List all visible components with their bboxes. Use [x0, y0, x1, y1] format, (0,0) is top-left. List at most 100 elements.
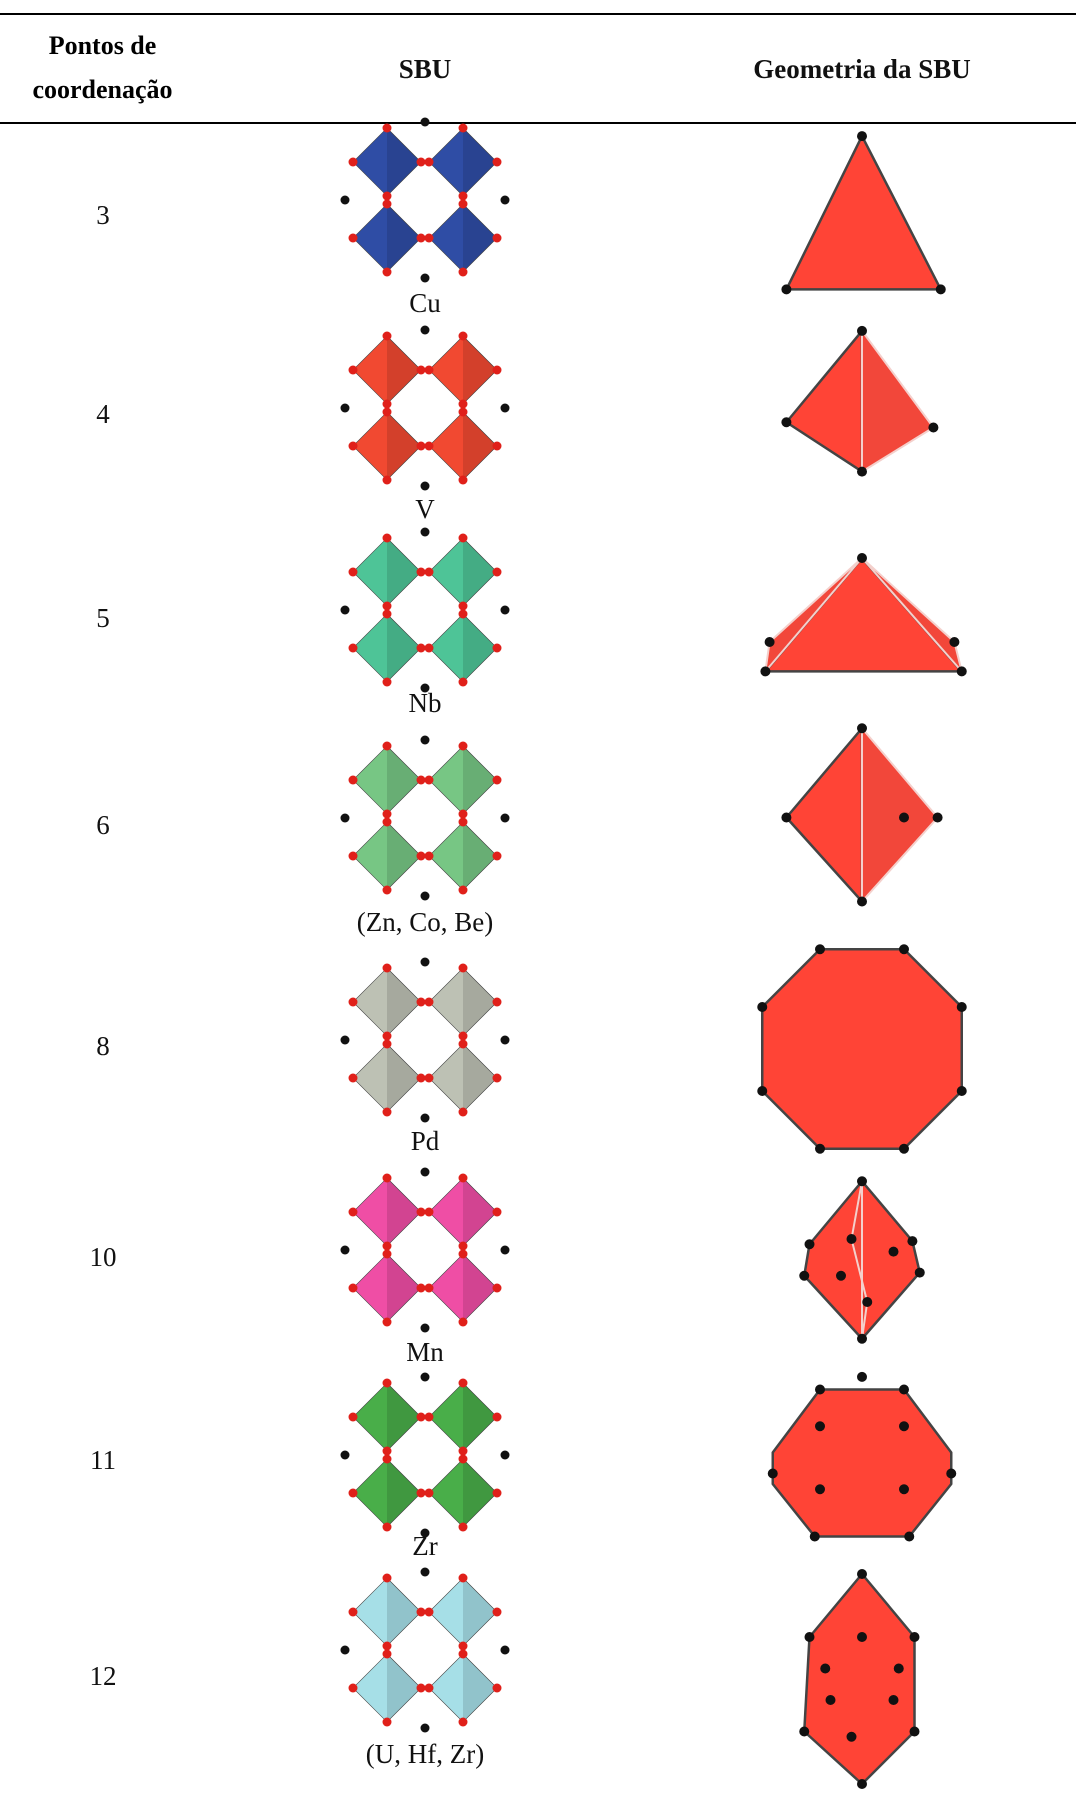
atom	[383, 408, 392, 417]
atom	[459, 1032, 468, 1041]
atom	[383, 1108, 392, 1117]
polyhedron-face	[387, 1383, 421, 1451]
atom	[383, 1032, 392, 1041]
geometry-image	[768, 1372, 957, 1542]
atom	[459, 534, 468, 543]
atom	[417, 1208, 426, 1217]
atom	[417, 442, 426, 451]
atom	[421, 118, 430, 127]
atom	[459, 408, 468, 417]
atom	[501, 814, 510, 823]
polyhedron-face	[387, 1578, 421, 1646]
atom	[383, 332, 392, 341]
geometry-image	[799, 1176, 925, 1344]
atom	[383, 610, 392, 619]
vertex	[857, 326, 867, 336]
vertex	[957, 1002, 967, 1012]
atom	[383, 1174, 392, 1183]
atom	[383, 742, 392, 751]
atom	[421, 1724, 430, 1733]
vertex	[899, 944, 909, 954]
atom	[383, 1650, 392, 1659]
atom	[383, 1250, 392, 1259]
atom	[349, 442, 358, 451]
atom	[501, 1036, 510, 1045]
atom	[493, 998, 502, 1007]
polyhedron-face	[463, 538, 497, 606]
atom	[341, 814, 350, 823]
polyhedron-face	[463, 1459, 497, 1527]
atom	[349, 568, 358, 577]
atom	[501, 1451, 510, 1460]
polyhedron-face	[387, 412, 421, 480]
coordination-number: 3	[96, 200, 110, 230]
vertex	[857, 1569, 867, 1579]
vertex	[781, 813, 791, 823]
vertex	[815, 1385, 825, 1395]
atom	[383, 1447, 392, 1456]
atom	[383, 192, 392, 201]
atom	[417, 234, 426, 243]
polyhedron-face	[463, 204, 497, 272]
polyhedron-face	[387, 128, 421, 196]
vertex	[815, 1144, 825, 1154]
sbu-image	[341, 118, 510, 283]
sbu-image	[341, 326, 510, 491]
vertex	[857, 897, 867, 907]
vertex	[899, 813, 909, 823]
polyhedron-face	[463, 1654, 497, 1722]
geometry-image	[781, 326, 938, 477]
atom	[383, 1718, 392, 1727]
atom	[341, 1246, 350, 1255]
atom	[421, 684, 430, 693]
sbu-image	[341, 1568, 510, 1733]
atom	[493, 568, 502, 577]
vertex	[847, 1732, 857, 1742]
sbu-image	[341, 528, 510, 693]
vertex	[899, 1421, 909, 1431]
atom	[349, 1413, 358, 1422]
atom	[459, 964, 468, 973]
polyhedron-face	[387, 538, 421, 606]
header-text: SBU	[399, 54, 452, 84]
atom	[417, 1608, 426, 1617]
polyhedron-face	[463, 968, 497, 1036]
atom	[383, 400, 392, 409]
atom	[383, 602, 392, 611]
geometry-image	[781, 723, 942, 906]
geometry-face	[773, 1390, 952, 1537]
atom	[459, 818, 468, 827]
atom	[459, 886, 468, 895]
atom	[417, 644, 426, 653]
atom	[425, 158, 434, 167]
vertex	[765, 637, 775, 647]
geometry-face	[765, 558, 961, 671]
atom	[501, 196, 510, 205]
atom	[459, 192, 468, 201]
metal-label: Pd	[411, 1126, 440, 1156]
polyhedron-face	[387, 1654, 421, 1722]
atom	[493, 644, 502, 653]
vertex	[799, 1271, 809, 1281]
atom	[425, 442, 434, 451]
atom	[459, 602, 468, 611]
atom	[425, 1208, 434, 1217]
atom	[341, 1036, 350, 1045]
vertex	[836, 1271, 846, 1281]
atom	[383, 810, 392, 819]
atom	[421, 1168, 430, 1177]
atom	[459, 1650, 468, 1659]
atom	[493, 442, 502, 451]
vertex	[810, 1532, 820, 1542]
vertex	[757, 1002, 767, 1012]
polyhedron-face	[387, 614, 421, 682]
atom	[417, 998, 426, 1007]
coordination-number: 6	[96, 810, 110, 840]
vertex	[904, 1532, 914, 1542]
atom	[459, 1250, 468, 1259]
atom	[383, 818, 392, 827]
atom	[417, 1413, 426, 1422]
metal-label: (U, Hf, Zr)	[366, 1739, 484, 1769]
polyhedron-face	[463, 1383, 497, 1451]
atom	[349, 366, 358, 375]
